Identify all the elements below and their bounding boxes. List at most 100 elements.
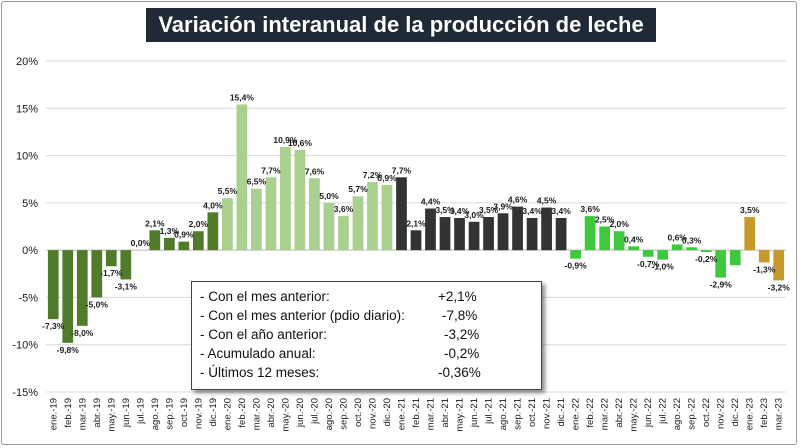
bar — [47, 250, 59, 320]
x-tick-label: mar.-19 — [77, 398, 88, 430]
data-label: 6,9% — [377, 173, 397, 183]
data-label: 5,5% — [218, 186, 238, 196]
data-label: 15,4% — [230, 93, 255, 103]
bar — [468, 221, 480, 251]
x-tick-label: feb.-23 — [759, 398, 770, 428]
bar — [700, 250, 712, 253]
y-tick-label: -10% — [12, 340, 38, 352]
data-label: 10,6% — [288, 138, 313, 148]
bar — [642, 250, 654, 257]
x-tick-label: dic.-20 — [382, 398, 393, 427]
y-tick-label: 20% — [16, 56, 38, 68]
x-tick-label: jul.-19 — [135, 398, 146, 425]
data-label: 2,5% — [595, 215, 615, 225]
summary-box: - Con el mes anterior: +2,1% - Con el me… — [191, 281, 542, 390]
data-label: 3,4% — [450, 206, 470, 216]
data-label: 7,7% — [261, 165, 281, 175]
bars — [47, 104, 785, 343]
x-tick-label: jul.-20 — [309, 398, 320, 425]
data-label: 3,4% — [522, 206, 542, 216]
x-tick-label: feb.-21 — [411, 398, 422, 428]
summary-row: - Con el mes anterior: +2,1% — [200, 287, 477, 307]
bar — [149, 230, 161, 251]
x-tick-label: nov.-19 — [193, 398, 204, 429]
bar — [91, 250, 103, 298]
data-label: 0,3% — [682, 235, 702, 245]
data-label: 4,5% — [537, 196, 557, 206]
bar — [309, 178, 320, 251]
data-label: -1,3% — [753, 264, 776, 274]
bar — [497, 213, 509, 251]
x-tick-label: oct.-21 — [527, 398, 538, 427]
y-axis: -15% -10% -5% 0% 5% 10% 15% 20% — [12, 56, 38, 399]
bar — [526, 217, 538, 251]
x-tick-label: ene.-19 — [48, 398, 59, 430]
y-tick-label: 0% — [22, 245, 38, 257]
x-tick-label: dic.-21 — [556, 398, 567, 427]
x-tick-label: oct.-22 — [701, 398, 712, 427]
data-label: -1,7% — [100, 268, 123, 278]
bar — [163, 237, 175, 251]
data-label: 4,6% — [508, 195, 528, 205]
x-tick-label: dic.-22 — [730, 398, 741, 427]
x-tick-label: abr.-20 — [266, 398, 277, 428]
x-tick-label: jun.-22 — [643, 398, 654, 428]
x-tick-label: may.-22 — [629, 398, 640, 432]
data-label: -3,1% — [115, 281, 138, 291]
data-label: -0,9% — [564, 261, 587, 271]
bar — [454, 217, 465, 251]
bar — [599, 226, 610, 251]
bar — [352, 196, 364, 251]
y-tick-label: 10% — [16, 151, 38, 163]
bar — [715, 250, 727, 278]
summary-row: - Con el mes anterior (pdio diario): -7,… — [200, 306, 477, 326]
bar — [120, 250, 132, 280]
bar — [265, 177, 277, 251]
x-tick-label: oct.-20 — [353, 398, 364, 427]
data-label: -0,2% — [695, 254, 718, 264]
data-label: 6,5% — [247, 177, 267, 187]
bar — [512, 206, 523, 251]
y-tick-label: 15% — [16, 103, 38, 115]
bar — [686, 247, 698, 251]
x-tick-label: abr.-22 — [614, 398, 625, 428]
y-tick-label: 5% — [22, 198, 38, 210]
x-tick-label: may.-21 — [455, 398, 466, 432]
data-label: 1,3% — [160, 226, 180, 236]
data-label: 5,7% — [348, 184, 368, 194]
data-label: 7,2% — [363, 170, 383, 180]
data-label: 10,9% — [273, 135, 298, 145]
data-label: 2,0% — [609, 219, 629, 229]
summary-row: - Acumulado anual: -0,2% — [200, 344, 479, 364]
bar — [294, 149, 306, 251]
bar — [236, 104, 248, 251]
x-tick-label: nov.-21 — [542, 398, 553, 429]
x-tick-label: may.-19 — [106, 398, 117, 432]
summary-label: - Acumulado anual: — [200, 346, 316, 361]
x-tick-label: feb.-20 — [237, 398, 248, 428]
x-tick-label: ene.-21 — [396, 398, 407, 430]
bar — [555, 217, 567, 251]
data-label: 0,9% — [174, 230, 194, 240]
x-tick-label: ene.-20 — [222, 398, 233, 430]
x-tick-label: mar.-21 — [426, 398, 437, 430]
bar — [541, 207, 552, 251]
bar — [584, 216, 596, 251]
x-tick-label: feb.-22 — [585, 398, 596, 428]
x-tick-label: ene.-23 — [745, 398, 756, 430]
bar — [425, 208, 436, 251]
x-tick-label: sep.-20 — [338, 398, 349, 430]
x-tick-label: abr.-21 — [440, 398, 451, 428]
x-axis: ene.-19 feb.-19 mar.-19 abr.-19 may.-19 jun.-… — [48, 398, 784, 432]
data-label: 7,6% — [305, 166, 325, 176]
data-label: -9,8% — [57, 345, 80, 355]
bar — [744, 217, 756, 251]
data-label: 5,0% — [319, 191, 339, 201]
bar — [483, 217, 494, 251]
bar — [323, 202, 335, 251]
y-tick-label: -5% — [18, 292, 38, 304]
x-tick-label: ago.-19 — [150, 398, 161, 430]
bar — [207, 212, 219, 251]
data-label: -5,0% — [86, 299, 109, 309]
